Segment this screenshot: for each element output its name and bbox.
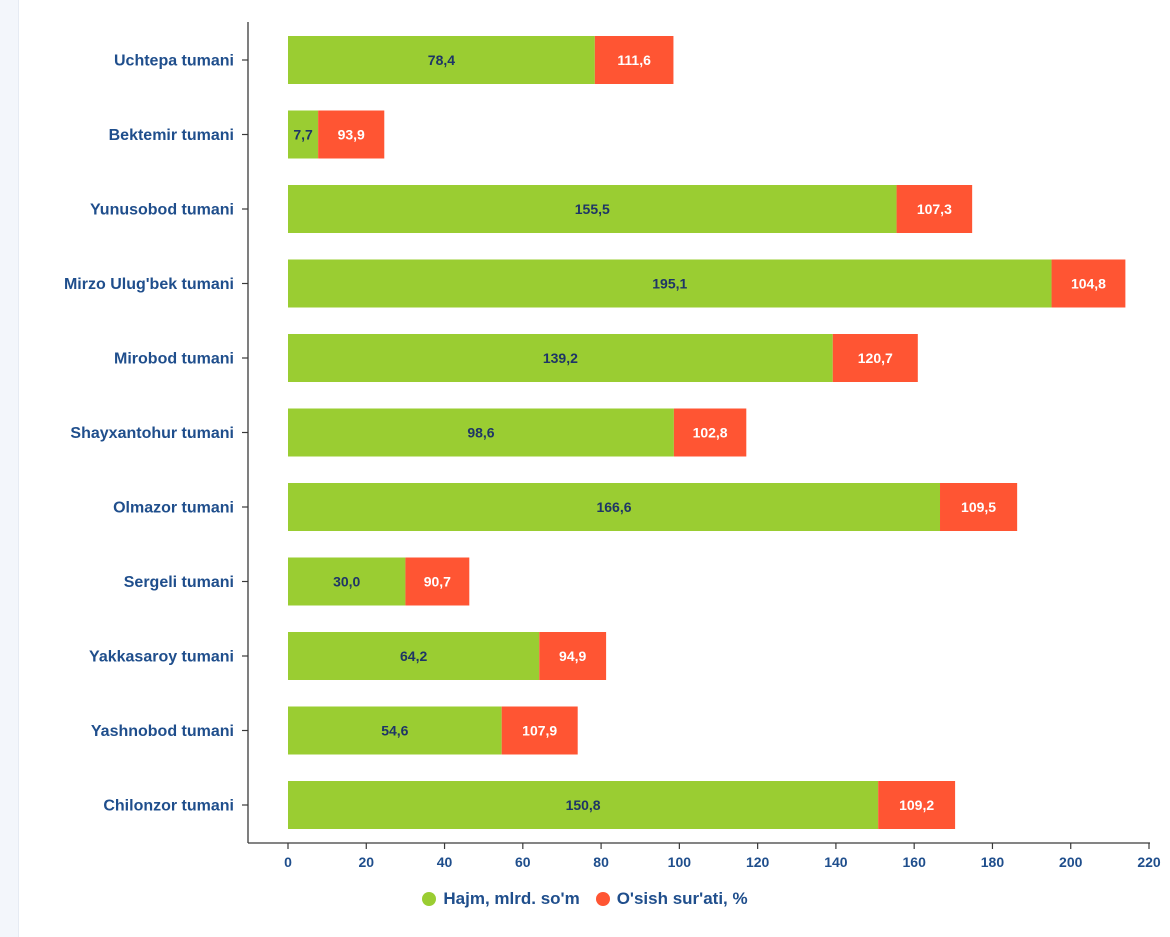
data-label-growth: 109,2: [899, 797, 934, 813]
category-label: Shayxantohur tumani: [70, 425, 234, 442]
data-label-volume: 150,8: [566, 797, 601, 813]
bar-volume: [288, 185, 897, 233]
category-label: Chilonzor tumani: [103, 798, 234, 815]
bar-volume: [288, 408, 674, 457]
data-label-volume: 78,4: [428, 52, 455, 68]
bar-growth: [896, 185, 973, 233]
data-label-volume: 98,6: [467, 425, 494, 441]
legend-label-volume: Hajm, mlrd. so'm: [443, 889, 580, 908]
chart-axes: 0 20 40 60 80 100 120 140 160 180 200 220: [242, 22, 1161, 870]
bar-growth: [405, 557, 470, 606]
x-tick-label: 60: [515, 854, 531, 870]
legend-swatch-volume: [422, 892, 437, 906]
data-label-growth: 102,8: [693, 425, 728, 441]
x-tick-label: 80: [593, 854, 609, 870]
page-edge-rule: [0, 0, 19, 937]
data-label-growth: 107,3: [917, 201, 952, 217]
x-tick-label: 140: [824, 854, 848, 870]
bar-growth: [539, 632, 607, 680]
chart-bars: [288, 36, 1126, 829]
bar-growth: [318, 110, 385, 159]
category-label: Mirobod tumani: [114, 351, 234, 368]
x-tick-label: 40: [437, 854, 453, 870]
data-label-growth: 120,7: [858, 350, 893, 366]
category-label: Yunusobod tumani: [90, 202, 234, 219]
data-label-volume: 155,5: [575, 201, 610, 217]
category-label: Olmazor tumani: [113, 500, 234, 517]
bar-growth: [878, 781, 956, 829]
data-label-volume: 166,6: [596, 499, 631, 515]
data-label-growth: 94,9: [559, 648, 586, 664]
data-label-volume: 7,7: [293, 127, 313, 143]
legend-item-volume: Hajm, mlrd. so'm: [422, 889, 580, 909]
chart-labels: Uchtepa tumani Bektemir tumani Yunusobod t…: [64, 52, 1106, 815]
category-label: Sergeli tumani: [124, 574, 234, 591]
data-label-volume: 139,2: [543, 350, 578, 366]
bar-growth: [501, 706, 578, 755]
data-label-growth: 111,6: [617, 52, 651, 68]
x-tick-label: 100: [668, 854, 692, 870]
bar-volume: [288, 259, 1052, 308]
data-label-volume: 54,6: [381, 723, 408, 739]
data-label-growth: 90,7: [424, 574, 451, 590]
bar-volume: [288, 706, 502, 755]
bar-volume: [288, 483, 941, 531]
x-tick-label: 0: [284, 854, 292, 870]
bar-volume: [288, 632, 540, 680]
bar-chart: 0 20 40 60 80 100 120 140 160 180 200 220 Uchtepa t…: [64, 22, 1161, 870]
bar-growth: [940, 483, 1018, 531]
category-label: Uchtepa tumani: [114, 53, 234, 70]
data-label-growth: 93,9: [338, 127, 365, 143]
data-label-growth: 104,8: [1071, 276, 1106, 292]
x-tick-label: 120: [746, 854, 770, 870]
bar-volume: [288, 36, 595, 84]
bar-growth: [673, 408, 747, 457]
legend-swatch-growth: [595, 892, 610, 906]
category-label: Mirzo Ulug'bek tumani: [64, 276, 234, 293]
x-tick-label: 220: [1137, 854, 1161, 870]
category-label: Bektemir tumani: [109, 127, 234, 144]
bar-volume: [288, 110, 319, 159]
bar-growth: [1051, 259, 1126, 308]
bar-growth: [832, 334, 918, 382]
x-tick-label: 200: [1059, 854, 1083, 870]
bar-volume: [288, 781, 879, 829]
data-label-volume: 64,2: [400, 648, 427, 664]
bar-growth: [594, 36, 674, 84]
x-tick-label: 180: [981, 854, 1005, 870]
bar-volume: [288, 334, 833, 382]
legend-item-growth: O'sish sur'ati, %: [595, 889, 748, 909]
chart-legend: Hajm, mlrd. so'm O'sish sur'ati, %: [0, 889, 1170, 909]
x-tick-label: 20: [358, 854, 374, 870]
data-label-growth: 109,5: [961, 499, 996, 515]
data-label-growth: 107,9: [522, 723, 557, 739]
bar-volume: [288, 557, 406, 606]
x-tick-label: 160: [903, 854, 927, 870]
legend-label-growth: O'sish sur'ati, %: [616, 889, 748, 908]
category-label: Yakkasaroy tumani: [89, 649, 234, 666]
data-label-volume: 195,1: [652, 276, 687, 292]
category-label: Yashnobod tumani: [91, 723, 234, 740]
data-label-volume: 30,0: [333, 574, 360, 590]
